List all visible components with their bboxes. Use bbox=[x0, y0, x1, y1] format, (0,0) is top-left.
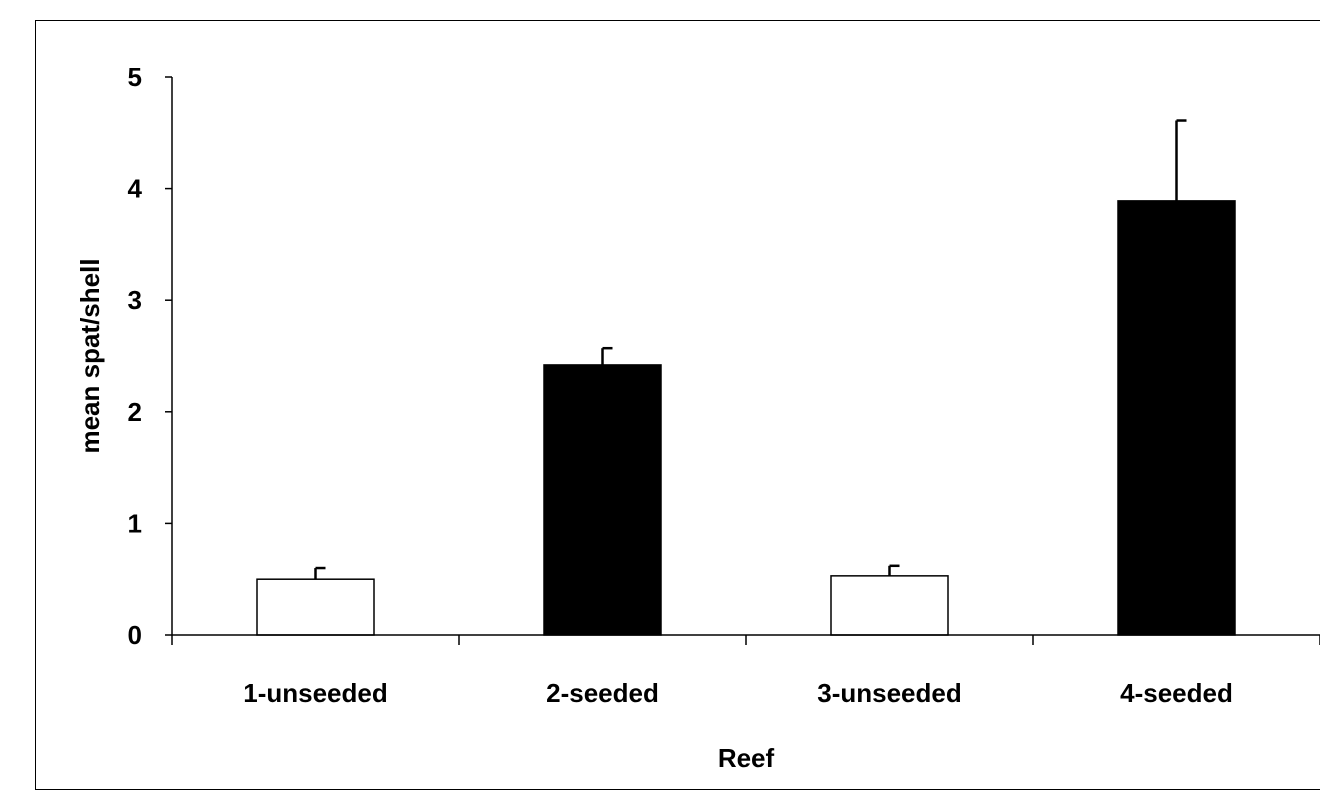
bar-1-unseeded bbox=[256, 578, 375, 636]
x-tick-label: 3-unseeded bbox=[817, 678, 962, 708]
bar-3-unseeded bbox=[830, 575, 949, 636]
x-ticks-group: 1-unseeded 2-seeded 3-unseeded 4-seeded bbox=[171, 635, 1320, 708]
y-tick-label: 1 bbox=[128, 508, 142, 538]
y-tick-label: 0 bbox=[128, 620, 142, 650]
bar-2-seeded bbox=[543, 364, 662, 636]
bars-group bbox=[256, 200, 1236, 636]
y-tick-label: 4 bbox=[128, 174, 143, 204]
x-tick-label: 2-seeded bbox=[546, 678, 659, 708]
y-ticks-group: 0 1 2 3 4 5 bbox=[128, 62, 172, 650]
y-tick-label: 3 bbox=[128, 285, 142, 315]
y-axis-title: mean spat/shell bbox=[75, 258, 105, 453]
error-bars-group bbox=[314, 119, 1187, 580]
y-tick-label: 5 bbox=[128, 62, 142, 92]
y-tick-label: 2 bbox=[128, 397, 142, 427]
x-tick-label: 4-seeded bbox=[1120, 678, 1233, 708]
x-tick-label: 1-unseeded bbox=[243, 678, 388, 708]
bar-4-seeded bbox=[1117, 200, 1236, 636]
x-axis-title: Reef bbox=[718, 743, 775, 773]
